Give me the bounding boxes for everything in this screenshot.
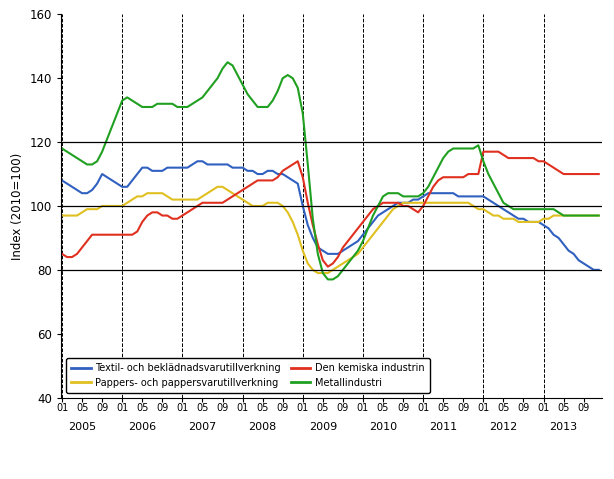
Y-axis label: Index (2010=100): Index (2010=100): [12, 152, 25, 260]
Text: 2009: 2009: [309, 422, 337, 433]
Text: 2010: 2010: [369, 422, 397, 433]
Text: 2008: 2008: [249, 422, 277, 433]
Text: 2013: 2013: [550, 422, 578, 433]
Text: 2012: 2012: [489, 422, 518, 433]
Legend: Textil- och beklädnadsvarutillverkning, Pappers- och pappersvarutillverkning, De: Textil- och beklädnadsvarutillverkning, …: [66, 358, 430, 393]
Text: 2006: 2006: [128, 422, 157, 433]
Text: 2011: 2011: [429, 422, 457, 433]
Text: 2005: 2005: [68, 422, 96, 433]
Text: 2007: 2007: [188, 422, 217, 433]
